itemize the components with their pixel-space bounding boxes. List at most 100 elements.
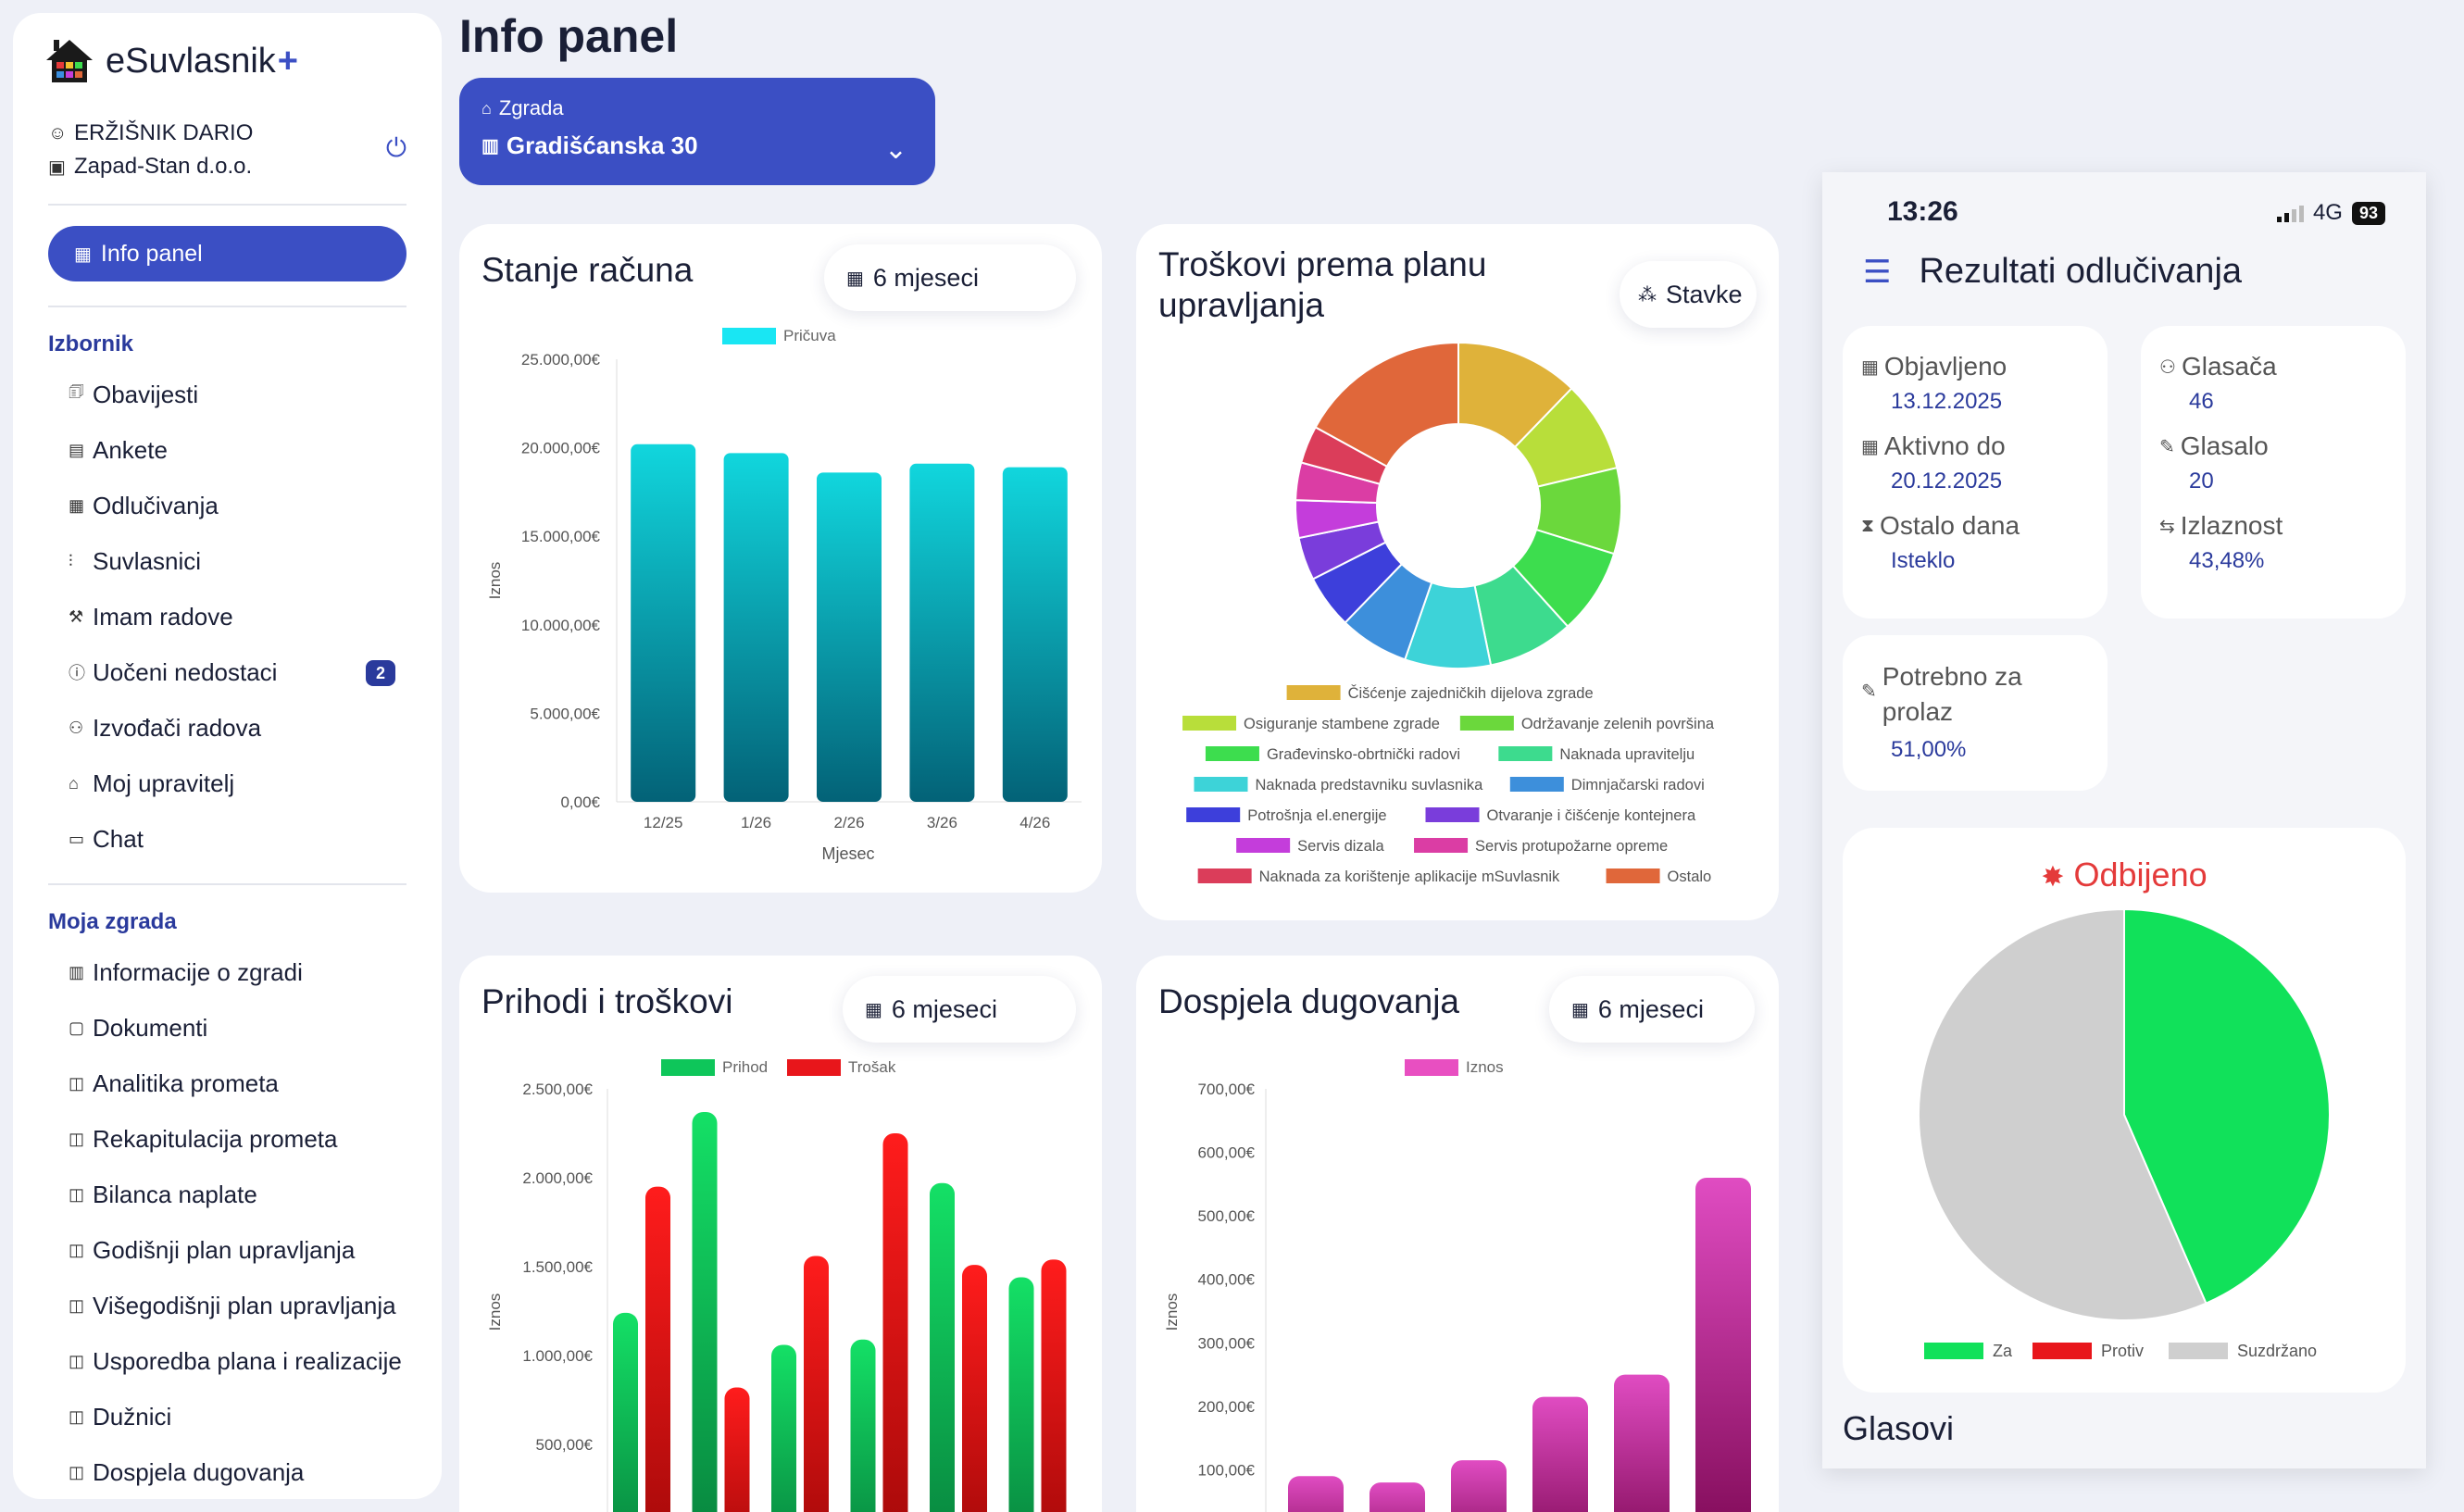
voted-label: Glasalo xyxy=(2180,431,2269,460)
card-title: Troškovi prema planu upravljanja xyxy=(1158,244,1486,326)
signal-icon xyxy=(2276,204,2304,222)
nav-item-informacije[interactable]: ▥ Informacije o zgradi xyxy=(35,944,406,1000)
nav-item-label: Ankete xyxy=(93,435,168,464)
nav-item-label: Dužnici xyxy=(93,1402,172,1431)
brand[interactable]: eSuvlasnik + xyxy=(44,31,406,91)
nav-item-dospjela-dugovanja[interactable]: ◫ Dospjela dugovanja xyxy=(35,1444,406,1499)
company-name: Zapad-Stan d.o.o. xyxy=(74,154,253,179)
legend-swatch xyxy=(2032,1343,2092,1359)
card-stanje-racuna: Stanje računa ▦ 6 mjeseci Pričuva 0,00€ 5.… xyxy=(459,224,1102,893)
voters-value: 46 xyxy=(2189,389,2214,414)
nav-item-duznici[interactable]: ◫ Dužnici xyxy=(35,1389,406,1444)
menu-icon[interactable]: ☰ xyxy=(1863,254,1892,290)
y-tick-label: 2.000,00€ xyxy=(522,1169,593,1187)
count-badge: 2 xyxy=(366,660,395,686)
bar-trosak xyxy=(645,1186,670,1512)
nav-item-bilanca[interactable]: ◫ Bilanca naplate xyxy=(35,1167,406,1222)
card-troskovi-plan: Troškovi prema planu upravljanja ⁂ Stavk… xyxy=(1136,224,1779,920)
bar-trosak xyxy=(962,1265,987,1512)
nav-item-label: Rekapitulacija prometa xyxy=(93,1124,338,1153)
poll-icon: ▤ xyxy=(69,440,85,459)
legend-swatch xyxy=(1425,807,1480,822)
y-tick-label: 20.000,00€ xyxy=(521,440,601,457)
y-tick-label: 300,00€ xyxy=(1198,1334,1256,1352)
user-name: ERŽIŠNIK DARIO xyxy=(74,120,254,145)
bar xyxy=(817,472,882,802)
building-icon: ▥ xyxy=(482,136,499,156)
legend-label: Protiv xyxy=(2101,1342,2144,1360)
card-title: Dospjela dugovanja xyxy=(1158,982,1460,1020)
period-select[interactable]: ▦ 6 mjeseci xyxy=(843,976,1076,1043)
power-icon[interactable]: ⏻ xyxy=(385,133,406,162)
nav-item-label: Dokumenti xyxy=(93,1013,208,1042)
y-tick-label: 100,00€ xyxy=(1198,1461,1256,1479)
report-icon: ◫ xyxy=(69,1240,85,1259)
nav-item-rekapitulacija[interactable]: ◫ Rekapitulacija prometa xyxy=(35,1111,406,1167)
required-icon: ✎ xyxy=(1861,681,1877,702)
vote-status: ✸ Odbijeno xyxy=(1843,856,2406,894)
folder-icon: ▢ xyxy=(69,1018,85,1037)
nav-item-label: Višegodišnji plan upravljanja xyxy=(93,1291,396,1319)
period-select[interactable]: ▦ 6 mjeseci xyxy=(824,244,1076,311)
legend-swatch xyxy=(1205,746,1259,761)
legend-label: Naknada za korištenje aplikacije mSuvlas… xyxy=(1259,868,1560,885)
bar-prihod xyxy=(692,1111,718,1512)
nav-item-obavijesti[interactable]: 🗊 Obavijesti xyxy=(35,367,406,422)
nav-item-ankete[interactable]: ▤ Ankete xyxy=(35,422,406,478)
bar xyxy=(1695,1178,1751,1512)
section-izbornik: Izbornik xyxy=(48,331,134,356)
legend-label: Pričuva xyxy=(783,327,836,344)
legend-swatch xyxy=(1405,1059,1458,1076)
legend-label: Održavanje zelenih površina xyxy=(1521,716,1715,732)
legend-swatch xyxy=(1459,716,1514,731)
x-tick-label: 3/26 xyxy=(927,814,957,831)
sidebar: eSuvlasnik + ☺ ERŽIŠNIK DARIO ▣ Zapad-St… xyxy=(13,13,442,1499)
legend-swatch xyxy=(661,1059,715,1076)
user-box: ☺ ERŽIŠNIK DARIO ▣ Zapad-Stan d.o.o. ⏻ xyxy=(48,117,406,183)
user-circle-icon: ☺ xyxy=(48,122,68,144)
bar-prihod xyxy=(1008,1277,1034,1512)
period-select[interactable]: ▦ 6 mjeseci xyxy=(1549,976,1755,1043)
legend-label: Trošak xyxy=(848,1058,896,1076)
bar-trosak xyxy=(1041,1259,1067,1512)
y-tick-label: 200,00€ xyxy=(1198,1398,1256,1416)
legend-swatch xyxy=(1509,777,1564,792)
nav-item-usporedba[interactable]: ◫ Usporedba plana i realizacije xyxy=(35,1333,406,1389)
legend-label: Čišćenje zajedničkih dijelova zgrade xyxy=(1348,684,1594,702)
nav-item-chat[interactable]: ▭ Chat xyxy=(35,811,406,867)
nav-item-suvlasnici[interactable]: ⫶ Suvlasnici xyxy=(35,533,406,589)
nav-item-izvodaci-radova[interactable]: ⚇ Izvođači radova xyxy=(35,700,406,756)
bar xyxy=(1451,1460,1507,1512)
nav-item-uoceni-nedostaci[interactable]: ⓘ Uočeni nedostaci 2 xyxy=(35,644,406,700)
nav-item-label: Uočeni nedostaci xyxy=(93,657,278,686)
dashboard-icon: ▦ xyxy=(74,244,92,265)
bar xyxy=(723,453,789,802)
legend-label: Osiguranje stambene zgrade xyxy=(1244,716,1440,732)
legend-swatch xyxy=(1924,1343,1983,1359)
votes-heading: Glasovi xyxy=(1843,1409,1955,1447)
published-label: Objavljeno xyxy=(1883,352,2007,381)
legend-swatch xyxy=(1414,838,1469,853)
nav-item-dokumenti[interactable]: ▢ Dokumenti xyxy=(35,1000,406,1056)
company-row: ▣ Zapad-Stan d.o.o. xyxy=(48,150,406,183)
building-select[interactable]: ⌂ Zgrada ▥ Gradišćanska 30 ⌄ xyxy=(459,78,935,185)
stavke-button[interactable]: ⁂ Stavke xyxy=(1620,261,1757,328)
card-title-line2: upravljanja xyxy=(1158,286,1324,324)
report-icon: ◫ xyxy=(69,1462,85,1481)
nav-item-visegodisnji-plan[interactable]: ◫ Višegodišnji plan upravljanja xyxy=(35,1278,406,1333)
calendar-icon: ▦ xyxy=(1861,356,1879,378)
nav-item-godisnji-plan[interactable]: ◫ Godišnji plan upravljanja xyxy=(35,1222,406,1278)
nav-item-imam-radove[interactable]: ⚒ Imam radove xyxy=(35,589,406,644)
legend-label: Naknada upravitelju xyxy=(1559,746,1695,763)
nav-item-label: Odlučivanja xyxy=(93,491,219,519)
announcement-icon: 🗊 xyxy=(69,382,84,401)
nav-item-analitika[interactable]: ◫ Analitika prometa xyxy=(35,1056,406,1111)
legend-label: Naknada predstavniku suvlasnika xyxy=(1256,777,1484,793)
nav-info-panel[interactable]: ▦ Info panel xyxy=(48,226,406,281)
nav-item-moj-upravitelj[interactable]: ⌂ Moj upravitelj xyxy=(35,756,406,811)
turnout-row: ⇆ Izlaznost 43,48% xyxy=(2159,511,2387,574)
x-axis-label: Mjesec xyxy=(821,844,874,863)
nav-item-odlucivanja[interactable]: ▦ Odlučivanja xyxy=(35,478,406,533)
y-tick-label: 1.000,00€ xyxy=(522,1347,593,1365)
chart-dugovanja: Iznos 100,00€ 200,00€ 300,00€ 400,00€ 500,00€… xyxy=(1163,1058,1751,1512)
